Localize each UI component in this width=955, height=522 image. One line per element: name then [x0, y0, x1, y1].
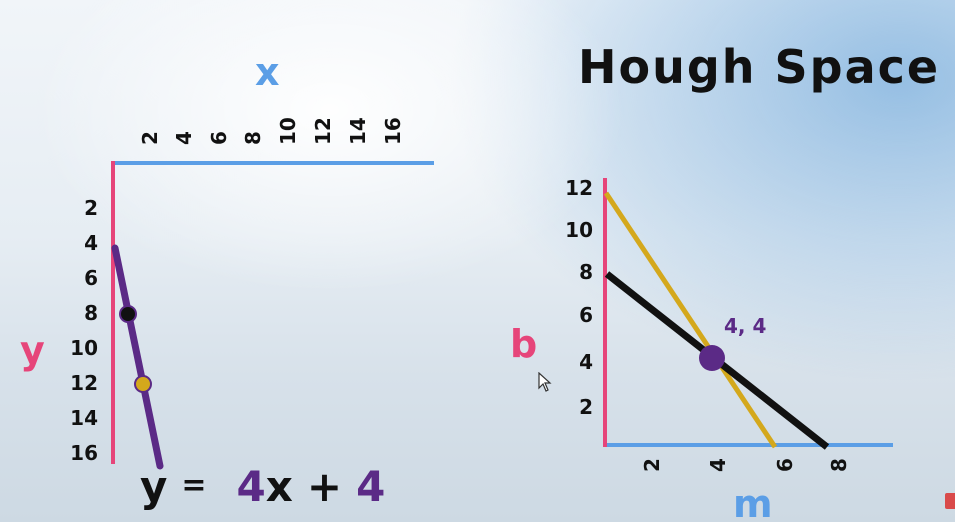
y-tick-label: 6 [84, 266, 98, 290]
intersection-point [699, 345, 725, 371]
b-tick-label: 6 [579, 303, 593, 327]
y-axis-letter: y [20, 328, 45, 372]
y-tick-label: 2 [84, 196, 98, 220]
equation-plus: + [306, 462, 343, 511]
m-tick-label: 4 [706, 458, 730, 472]
y-tick-label: 14 [70, 406, 98, 430]
equation-equals: = [181, 468, 207, 503]
b-tick-label: 10 [565, 218, 593, 242]
equation-y: y [140, 462, 168, 511]
line-equation: y = 4x +4 [140, 462, 399, 511]
corner-badge-icon [945, 493, 955, 509]
fitted-line [111, 244, 164, 470]
b-axis-letter: b [510, 322, 538, 366]
b-tick-label: 4 [579, 350, 593, 374]
m-tick-label: 8 [827, 458, 851, 472]
y-tick-label: 12 [70, 371, 98, 395]
b-tick-label: 8 [579, 260, 593, 284]
equation-intercept: 4 [356, 462, 386, 511]
mouse-cursor-icon [538, 372, 552, 392]
hough-space-title: Hough Space [578, 40, 941, 94]
y-tick-label: 16 [70, 441, 98, 465]
b-tick-label: 2 [579, 395, 593, 419]
data-point-yellow [134, 375, 152, 393]
y-tick-label: 10 [70, 336, 98, 360]
equation-slope: 4 [236, 462, 266, 511]
y-tick-label: 4 [84, 231, 98, 255]
x-axis-letter: x [255, 50, 280, 94]
data-point-black [119, 305, 137, 323]
m-tick-label: 6 [773, 458, 797, 472]
y-tick-label: 8 [84, 301, 98, 325]
hough-line-yellow [603, 191, 778, 449]
m-tick-label: 2 [640, 458, 664, 472]
m-axis-letter: m [733, 482, 773, 522]
b-tick-label: 12 [565, 176, 593, 200]
equation-x: x [265, 462, 293, 511]
intersection-label: 4, 4 [724, 314, 767, 338]
